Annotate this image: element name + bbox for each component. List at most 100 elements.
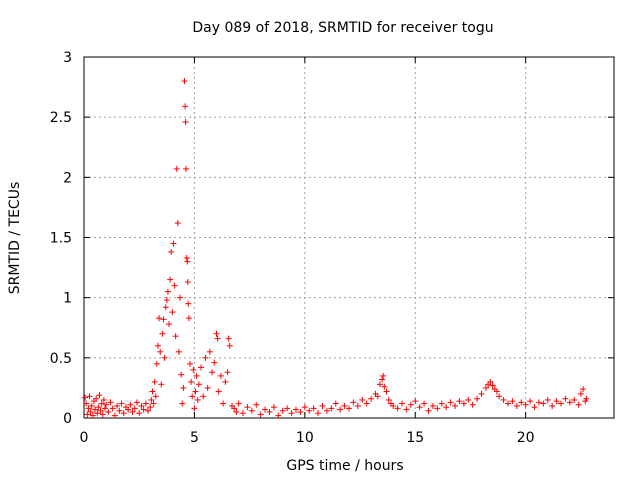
data-point [180, 384, 187, 391]
data-point [332, 400, 339, 407]
data-point [416, 404, 423, 411]
data-point [148, 396, 155, 403]
data-point [152, 393, 159, 400]
data-point [284, 405, 291, 412]
data-point [571, 396, 578, 403]
data-point [549, 402, 556, 409]
data-point [478, 390, 485, 397]
data-point [111, 412, 118, 419]
data-point [580, 386, 587, 393]
data-point [107, 399, 114, 406]
data-point [154, 342, 161, 349]
data-point [118, 400, 125, 407]
data-point [125, 406, 132, 413]
data-point [297, 408, 304, 415]
data-point [244, 404, 251, 411]
data-point [253, 401, 260, 408]
data-point [191, 405, 198, 412]
data-point [328, 405, 335, 412]
data-point [407, 401, 414, 408]
data-point [109, 405, 116, 412]
data-point [159, 330, 166, 337]
data-point [214, 335, 221, 342]
data-point [374, 393, 381, 400]
data-point [540, 400, 547, 407]
data-point [553, 398, 560, 405]
data-point [434, 405, 441, 412]
data-point [169, 309, 176, 316]
data-point [315, 410, 322, 417]
data-point [558, 400, 564, 407]
data-point [412, 398, 419, 405]
data-point [103, 401, 110, 408]
data-point [100, 396, 107, 403]
data-point [213, 330, 220, 337]
data-point [456, 398, 463, 405]
data-point [167, 276, 174, 283]
data-point [544, 396, 551, 403]
data-point [376, 381, 383, 388]
x-tick-label: 10 [296, 430, 314, 446]
data-point [248, 407, 255, 414]
data-point [190, 366, 197, 373]
data-point [222, 378, 229, 385]
data-point [489, 382, 496, 389]
data-point [188, 378, 195, 385]
data-point [275, 412, 282, 419]
data-point [120, 410, 127, 417]
data-point [105, 408, 112, 415]
data-point [220, 400, 227, 407]
data-point [354, 402, 361, 409]
data-point [447, 399, 454, 406]
data-point [172, 333, 179, 340]
data-point [301, 404, 308, 411]
data-point [233, 408, 240, 415]
data-point [224, 369, 231, 376]
data-point [566, 399, 573, 406]
data-point [429, 402, 436, 409]
x-tick-label: 20 [517, 430, 535, 446]
data-point [500, 396, 507, 403]
data-point [153, 360, 160, 367]
data-point [270, 404, 277, 411]
data-point [96, 392, 103, 399]
data-point [535, 399, 542, 406]
data-point [518, 399, 525, 406]
data-point [192, 388, 199, 395]
data-point [131, 405, 138, 412]
data-point [194, 396, 201, 403]
data-point [150, 400, 157, 407]
data-point [187, 360, 193, 367]
data-point [425, 407, 432, 414]
data-point [531, 404, 538, 411]
data-point [363, 400, 370, 407]
x-tick-label: 15 [406, 430, 424, 446]
data-point [323, 407, 330, 414]
data-point [211, 359, 218, 366]
data-point [262, 406, 269, 413]
data-point [337, 406, 344, 413]
data-point [465, 396, 472, 403]
data-point [200, 393, 207, 400]
y-tick-label: 2.5 [50, 110, 72, 126]
data-point [156, 315, 163, 322]
y-axis-label: SRMTID / TECUs [7, 182, 23, 295]
data-point [562, 395, 569, 402]
data-point [421, 400, 428, 407]
data-point [231, 405, 238, 412]
data-point [179, 400, 186, 407]
y-tick-label: 0.5 [50, 351, 72, 367]
x-tick-label: 0 [80, 430, 89, 446]
data-point [474, 395, 481, 402]
data-point [185, 300, 192, 307]
data-point [134, 399, 140, 406]
data-point [505, 400, 511, 407]
data-point [99, 411, 106, 418]
data-point [575, 401, 582, 408]
data-point [350, 399, 357, 406]
data-point [145, 407, 152, 414]
data-point [160, 316, 167, 323]
data-point [293, 406, 299, 413]
data-point [116, 407, 123, 414]
